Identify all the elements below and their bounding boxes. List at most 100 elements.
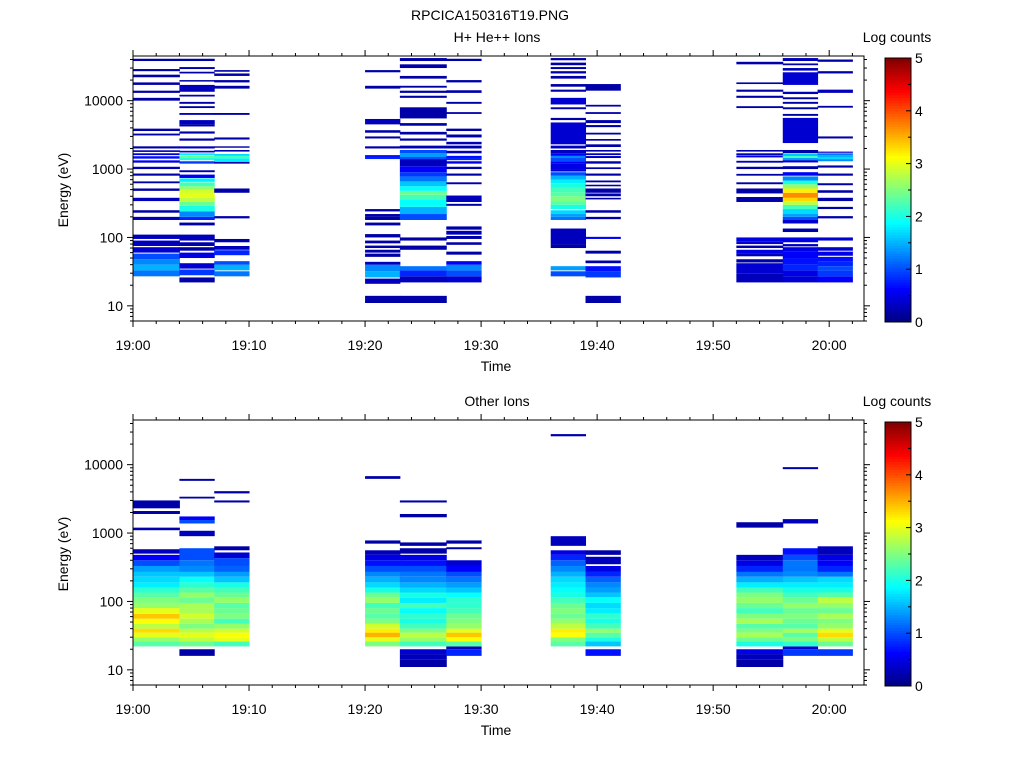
heatmap-cell: [736, 608, 784, 614]
heatmap-cell: [550, 201, 587, 205]
heatmap-cell: [446, 560, 482, 566]
colorbar-swatch: [885, 498, 911, 502]
heatmap-cell: [446, 597, 482, 603]
heatmap-cell: [736, 82, 784, 85]
heatmap-cell: [133, 259, 180, 265]
colorbar-swatch: [885, 311, 911, 315]
colorbar-swatch: [885, 656, 911, 660]
heatmap-cell: [817, 276, 853, 283]
colorbar-swatch: [885, 137, 911, 141]
x-tick-label: 19:30: [464, 701, 499, 717]
heatmap-cell: [585, 597, 621, 603]
heatmap-cell: [736, 522, 784, 528]
heatmap-cell: [550, 210, 587, 215]
heatmap-cell: [179, 608, 215, 614]
colorbar-swatch: [885, 548, 911, 552]
colorbar-swatch: [885, 678, 911, 682]
colorbar-swatch: [885, 314, 911, 318]
colorbar-swatch: [885, 543, 911, 547]
heatmap-cell: [736, 560, 784, 566]
heatmap-cell: [179, 478, 215, 481]
heatmap-cell: [782, 582, 819, 588]
heatmap-cell: [550, 628, 587, 633]
heatmap-cell: [550, 632, 587, 638]
colorbar-swatch: [885, 604, 911, 608]
heatmap-cell: [736, 571, 784, 577]
heatmap-cell: [365, 571, 401, 577]
heatmap-cell: [399, 157, 447, 160]
heatmap-cell: [585, 632, 621, 638]
plot-axes: 19:00 19:10 19:20 19:30 19:40 19:50 20:00 10 100…: [84, 414, 870, 717]
colorbar-swatch: [885, 575, 911, 579]
colorbar-swatch: [885, 290, 911, 294]
colorbar-swatch: [885, 451, 911, 455]
heatmap-cell: [446, 134, 482, 138]
heatmap-cell: [550, 172, 587, 176]
heatmap-cell: [550, 214, 587, 217]
x-tick-label: 19:10: [232, 701, 267, 717]
heatmap-cell: [585, 193, 621, 197]
colorbar-label: Log counts: [863, 393, 932, 409]
heatmap-cell: [446, 173, 482, 176]
colorbar-swatch: [885, 219, 911, 223]
heatmap-cell: [446, 203, 482, 206]
heatmap-cell: [214, 582, 250, 588]
colorbar-swatch: [885, 261, 911, 265]
colorbar-swatch: [885, 432, 911, 436]
colorbar-swatch: [885, 675, 911, 679]
colorbar-swatch: [885, 501, 911, 505]
heatmap-cell: [179, 649, 215, 656]
heatmap-cell: [736, 95, 784, 98]
heatmap-cell: [817, 628, 853, 633]
colorbar-swatch: [885, 662, 911, 666]
heatmap-cell: [179, 197, 215, 202]
heatmap-cell: [399, 159, 447, 167]
heatmap-cell: [179, 530, 215, 537]
heatmap-cell: [399, 245, 447, 250]
heatmap-cell: [550, 587, 587, 593]
heatmap-cell: [179, 106, 215, 109]
x-tick-label: 19:00: [115, 701, 150, 717]
heatmap-cell: [782, 618, 819, 624]
heatmap-cell: [446, 242, 482, 245]
colorbar-swatch: [885, 266, 911, 270]
heatmap-cell: [782, 649, 819, 656]
colorbar-swatch: [885, 612, 911, 616]
colorbar-swatch: [885, 269, 911, 273]
colorbar-swatch: [885, 279, 911, 283]
colorbar-swatch: [885, 213, 911, 217]
colorbar-swatch: [885, 551, 911, 555]
heatmap-cell: [782, 192, 819, 198]
heatmap-cell: [365, 214, 401, 217]
heatmap-cell: [133, 247, 180, 253]
colorbar-swatch: [885, 527, 911, 531]
heatmap-cell: [782, 519, 819, 524]
heatmap-cell: [782, 204, 819, 210]
heatmap-cell: [446, 112, 482, 114]
heatmap-cell: [782, 548, 819, 555]
heatmap-cell: [179, 155, 215, 159]
heatmap-cell: [365, 245, 401, 249]
heatmap-cell: [736, 237, 784, 242]
heatmap-cell: [365, 130, 401, 133]
colorbar-swatch: [885, 588, 911, 592]
colorbar-swatch: [885, 147, 911, 151]
colorbar-swatch: [885, 559, 911, 563]
heatmap-cell: [133, 253, 180, 260]
heatmap-cell: [214, 597, 250, 603]
heatmap-cell: [736, 182, 784, 185]
heatmap-cell: [736, 576, 784, 583]
heatmap-cell: [782, 623, 819, 629]
heatmap-cell: [446, 90, 482, 93]
colorbar-swatch: [885, 651, 911, 655]
heatmap-cell: [214, 158, 250, 162]
heatmap-cell: [179, 263, 215, 269]
heatmap-cell: [782, 91, 819, 95]
heatmap-cell: [214, 161, 250, 164]
heatmap-cell: [782, 117, 819, 144]
heatmap-cell: [365, 576, 401, 583]
colorbar-swatch: [885, 253, 911, 257]
heatmap-cell: [817, 602, 853, 609]
y-tick-label: 1000: [92, 525, 123, 541]
heatmap-cell: [817, 565, 853, 572]
